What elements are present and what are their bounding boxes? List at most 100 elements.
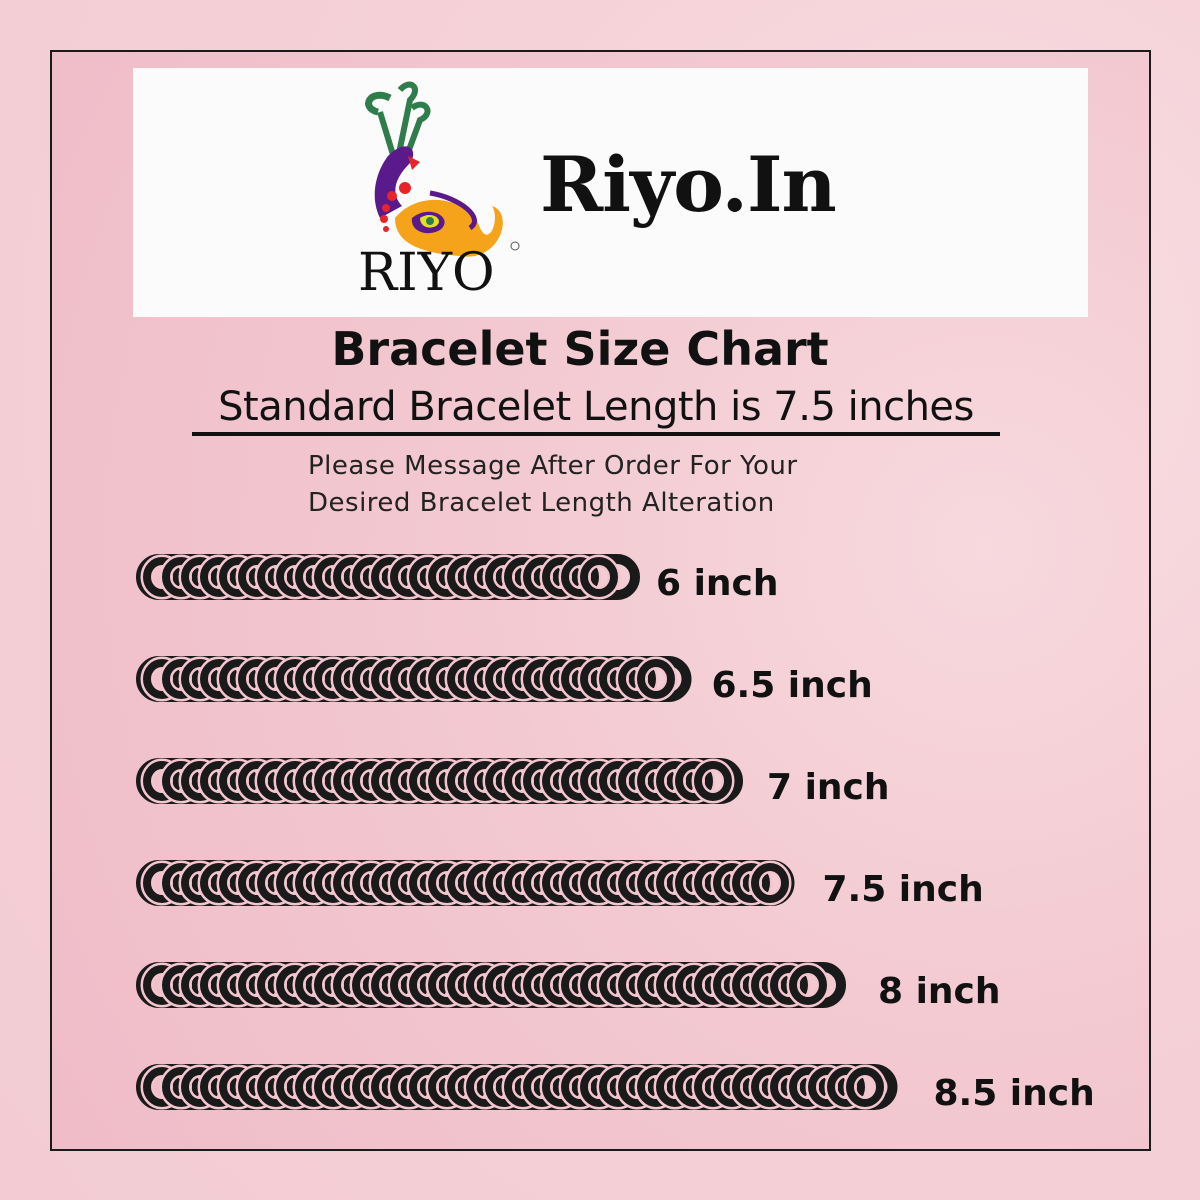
chain-link xyxy=(656,761,694,801)
chain-link xyxy=(371,761,409,801)
chain-link xyxy=(162,1067,200,1107)
chain-link xyxy=(257,1067,295,1107)
chain-link xyxy=(409,1067,447,1107)
chain-link xyxy=(181,659,219,699)
chain-link xyxy=(523,863,561,903)
chain-link xyxy=(276,965,314,1005)
chain-link xyxy=(219,761,257,801)
chain-link xyxy=(276,659,314,699)
chain-link xyxy=(542,863,580,903)
chain-link xyxy=(561,761,599,801)
chain-link xyxy=(390,863,428,903)
chain-link xyxy=(409,761,447,801)
chain-link xyxy=(599,659,637,699)
chain-link xyxy=(257,659,295,699)
chain-link xyxy=(238,863,276,903)
chain-link xyxy=(694,863,732,903)
chain-link xyxy=(656,1067,694,1107)
chain-link xyxy=(200,863,238,903)
chain-link xyxy=(333,863,371,903)
chain-link xyxy=(770,965,808,1005)
chain-link xyxy=(409,557,447,597)
alteration-note: Please Message After Order For Your Desi… xyxy=(308,448,798,522)
chain-link xyxy=(770,1067,808,1107)
chain-link xyxy=(295,557,333,597)
chain-link xyxy=(580,965,618,1005)
chain-link xyxy=(447,761,485,801)
chain-link xyxy=(409,965,447,1005)
chain-link xyxy=(504,1067,542,1107)
chain-link xyxy=(314,761,352,801)
note-line-2: Desired Bracelet Length Alteration xyxy=(308,488,775,518)
chain-link xyxy=(637,1067,675,1107)
chain-link xyxy=(542,761,580,801)
chain-link xyxy=(333,761,371,801)
bracelet-chain-7.5 xyxy=(136,860,795,906)
chain-link xyxy=(257,965,295,1005)
chain-link xyxy=(580,761,618,801)
chain-link xyxy=(143,1067,181,1107)
chain-link xyxy=(637,965,675,1005)
chain-link xyxy=(276,863,314,903)
chain-link xyxy=(219,557,257,597)
chain-link xyxy=(333,965,371,1005)
chain-link xyxy=(694,965,732,1005)
chain-link xyxy=(542,1067,580,1107)
chain-link xyxy=(314,659,352,699)
chain-link xyxy=(371,557,409,597)
chain-link xyxy=(219,863,257,903)
chain-link xyxy=(333,659,371,699)
chain-link xyxy=(466,659,504,699)
chain-link xyxy=(257,557,295,597)
logo-text: RIYO xyxy=(358,243,495,303)
chain-link xyxy=(485,863,523,903)
size-label: 6.5 inch xyxy=(711,665,873,706)
chart-subtitle: Standard Bracelet Length is 7.5 inches xyxy=(192,384,1000,436)
chain-link xyxy=(485,1067,523,1107)
chain-link xyxy=(751,1067,789,1107)
chart-title: Bracelet Size Chart xyxy=(331,322,829,376)
chain-link xyxy=(713,965,751,1005)
chain-link xyxy=(618,965,656,1005)
chain-link xyxy=(200,965,238,1005)
chain-link xyxy=(333,557,371,597)
chain-link xyxy=(580,557,618,597)
chain-link xyxy=(238,965,276,1005)
chain-link xyxy=(485,659,523,699)
chain-link xyxy=(276,761,314,801)
chain-link xyxy=(143,659,181,699)
chain-link xyxy=(200,1067,238,1107)
chain-link xyxy=(732,863,770,903)
chain-link xyxy=(675,965,713,1005)
chain-link xyxy=(580,659,618,699)
chain-link xyxy=(371,965,409,1005)
chain-link xyxy=(637,659,675,699)
chain-link xyxy=(808,1067,846,1107)
chain-link xyxy=(485,557,523,597)
chain-link xyxy=(352,863,390,903)
chain-link xyxy=(713,863,751,903)
chain-link xyxy=(447,863,485,903)
chain-link xyxy=(751,863,789,903)
chain-link xyxy=(390,1067,428,1107)
chain-link xyxy=(257,863,295,903)
chain-link xyxy=(485,965,523,1005)
chain-link xyxy=(200,659,238,699)
chain-link xyxy=(732,965,770,1005)
chain-link xyxy=(523,965,561,1005)
bracelet-chain-7 xyxy=(136,758,743,804)
chain-link xyxy=(162,659,200,699)
chain-link xyxy=(162,965,200,1005)
chain-link xyxy=(276,557,314,597)
bracelet-chain-6.5 xyxy=(136,656,692,702)
chain-link xyxy=(390,659,428,699)
size-label: 7 inch xyxy=(767,767,890,808)
chain-link xyxy=(789,1067,827,1107)
chain-link xyxy=(466,557,504,597)
size-label: 8 inch xyxy=(878,971,1001,1012)
note-line-1: Please Message After Order For Your xyxy=(308,451,798,481)
chain-link xyxy=(618,863,656,903)
chain-link xyxy=(751,965,789,1005)
chain-link xyxy=(219,1067,257,1107)
chain-link xyxy=(504,659,542,699)
